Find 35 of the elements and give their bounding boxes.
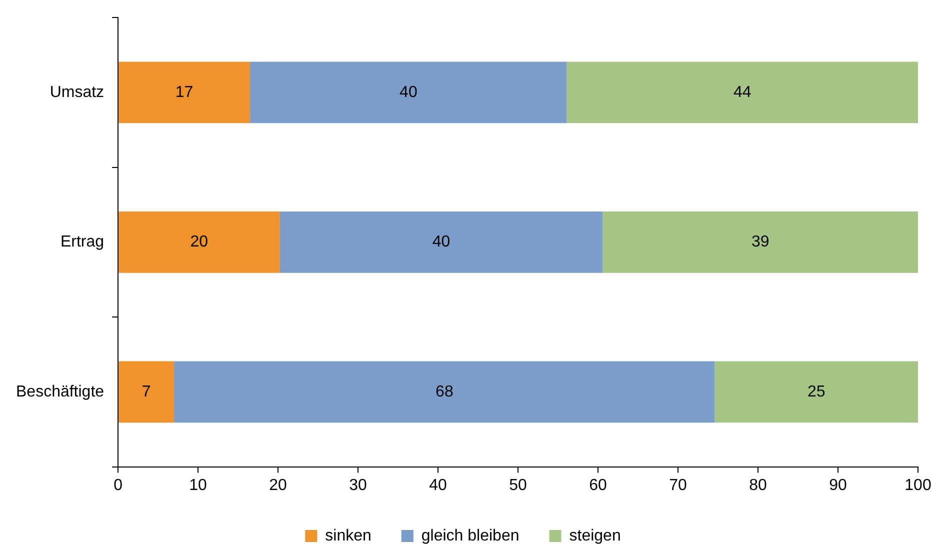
bar xyxy=(280,212,603,273)
x-tick-label: 20 xyxy=(269,476,288,494)
data-label: 39 xyxy=(752,234,770,251)
x-tick-label: 100 xyxy=(904,476,932,494)
y-tick-label: Beschäftigte xyxy=(16,383,104,400)
x-tick-label: 50 xyxy=(509,476,528,494)
bar xyxy=(118,212,280,273)
x-tick-label: 90 xyxy=(829,476,848,494)
x-tick-label: 80 xyxy=(749,476,768,494)
legend-label: steigen xyxy=(569,527,621,544)
legend-label: gleich bleiben xyxy=(421,527,520,544)
x-tick-label: 30 xyxy=(349,476,368,494)
x-tick-label: 60 xyxy=(589,476,608,494)
data-label: 25 xyxy=(808,383,826,400)
x-tick-label: 70 xyxy=(669,476,688,494)
data-label: 40 xyxy=(432,234,450,251)
x-tick-label: 0 xyxy=(114,476,123,494)
data-label: 20 xyxy=(190,234,208,251)
y-tick-label: Ertrag xyxy=(60,234,104,251)
bar xyxy=(174,361,715,423)
bar xyxy=(250,62,567,124)
bar xyxy=(118,361,174,423)
bar xyxy=(566,62,918,124)
data-label: 68 xyxy=(436,383,454,400)
bar xyxy=(118,62,250,124)
data-label: 7 xyxy=(142,383,151,400)
x-tick-label: 10 xyxy=(189,476,208,494)
y-tick-label: Umsatz xyxy=(50,84,104,101)
bar xyxy=(714,361,918,423)
x-tick-label: 40 xyxy=(429,476,448,494)
data-label: 17 xyxy=(175,84,194,101)
data-label: 44 xyxy=(734,84,752,101)
legend-label: sinken xyxy=(325,527,372,544)
data-label: 40 xyxy=(400,84,418,101)
bar xyxy=(602,212,918,273)
